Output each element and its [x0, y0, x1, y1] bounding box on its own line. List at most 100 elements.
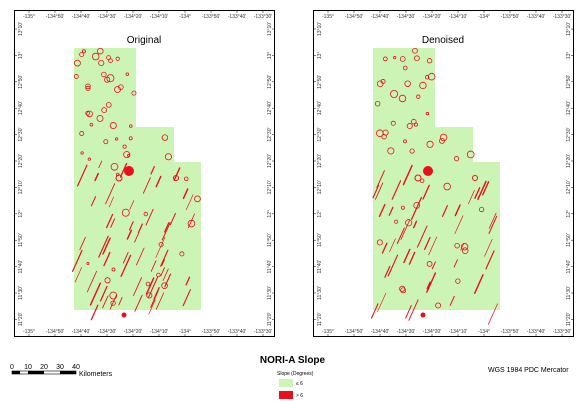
steep-slope-ridge [449, 295, 455, 306]
steep-slope-seamount [106, 74, 115, 83]
steep-slope-ridge [109, 294, 117, 310]
latitude-label: 12°30' [267, 128, 273, 142]
steep-slope-seamount [115, 56, 120, 61]
steep-slope-seamount [435, 302, 442, 309]
steep-slope-seamount [85, 110, 91, 116]
latitude-label: 11°50' [18, 233, 24, 247]
steep-slope-seamount [86, 262, 90, 265]
map-frame-original: Original -135° -134°50' -134°40' -134°30' -1… [14, 10, 275, 337]
latitude-labels-right: 13°10' 13° 12°50' 12°40' 12°30' 12°20' 12°10' 1… [566, 22, 574, 326]
steep-slope-seamount [111, 267, 116, 272]
steep-slope-seamount [87, 157, 91, 161]
latitude-label: 11°30' [18, 286, 24, 300]
steep-slope-ridge [422, 184, 430, 200]
longitude-label: -134°50' [345, 14, 364, 20]
steep-slope-ridge [86, 270, 97, 293]
steep-slope-seamount [409, 148, 415, 154]
steep-slope-seamount [419, 81, 427, 90]
steep-slope-ridge [403, 248, 411, 264]
map-title: NORI-A Slope [259, 355, 326, 366]
bathymetry-coverage [74, 48, 201, 310]
steep-slope-ridge [160, 267, 165, 277]
longitude-labels-top: -135° -134°50' -134°40' -134°30' -134°20' -13… [322, 10, 571, 20]
steep-slope-ridge [474, 187, 481, 199]
steep-slope-ridge [90, 196, 97, 207]
steep-slope-ridge [453, 259, 458, 268]
steep-slope-seamount [106, 55, 111, 61]
steep-slope-ridge [118, 297, 123, 306]
steep-slope-seamount [414, 55, 420, 62]
steep-slope-seamount [115, 172, 120, 177]
steep-slope-seamount [406, 123, 413, 130]
steep-slope-seamount [376, 239, 383, 246]
longitude-labels-top: -135° -134°50' -134°40' -134°30' -134°20' -13… [23, 10, 272, 20]
latitude-label: 11°20' [317, 313, 323, 327]
steep-slope-features [71, 47, 201, 321]
scale-tick-label: 0 [10, 364, 14, 371]
longitude-label: -133°50' [202, 14, 221, 20]
latitude-label: 11°50' [566, 233, 572, 247]
longitude-label: -135° [322, 329, 334, 335]
latitude-label: 11°40' [267, 260, 273, 274]
latitude-label: 12°50' [267, 75, 273, 89]
steep-slope-seamount [414, 174, 422, 182]
bathymetry-coverage [373, 48, 500, 310]
survey-strip [174, 162, 201, 310]
longitude-label: -134°20' [423, 14, 442, 20]
latitude-label: 12°10' [566, 180, 572, 194]
longitude-label: -134° [179, 14, 191, 20]
steep-slope-ridge [164, 222, 170, 233]
latitude-label: 12°20' [317, 154, 323, 168]
steep-slope-seamount [478, 206, 485, 213]
longitude-label: -134°20' [423, 329, 442, 335]
steep-slope-seamount [173, 175, 179, 181]
steep-slope-seamount [390, 120, 396, 126]
steep-slope-seamount [426, 261, 433, 267]
latitude-label: 12° [317, 210, 323, 218]
steep-slope-ridge [468, 189, 475, 205]
steep-slope-ridge [150, 165, 155, 175]
steep-slope-seamount [109, 291, 118, 300]
map-panel-original: Original -135° -134°50' -134°40' -134°30' -1… [14, 10, 275, 337]
steep-slope-ridge [148, 299, 156, 315]
steep-slope-ridge [408, 251, 416, 265]
scale-bar: 0 10 20 30 40 Kilometers [10, 364, 113, 378]
steep-slope-ridge [426, 272, 437, 293]
steep-slope-seamount [394, 219, 399, 224]
steep-slope-ridge [416, 225, 428, 248]
steep-slope-ridge [150, 260, 157, 272]
steep-slope-seamount [404, 80, 411, 87]
steep-slope-seamount [104, 277, 111, 284]
steep-slope-seamount [103, 139, 109, 145]
steep-slope-seamount [124, 166, 134, 176]
longitude-label: -134°10' [449, 14, 468, 20]
latitude-label: 12° [18, 210, 24, 218]
steep-slope-seamount [118, 84, 124, 90]
steep-slope-ridge [173, 167, 181, 181]
steep-slope-seamount [145, 281, 151, 287]
legend-label-gentle: ≤ 6 [296, 381, 303, 387]
latitude-label: 12°10' [317, 180, 323, 194]
latitude-label: 12°50' [317, 75, 323, 89]
steep-slope-ridge [99, 285, 108, 302]
steep-slope-ridge [182, 188, 189, 200]
steep-slope-ridge [103, 251, 111, 267]
latitude-label: 12°30' [566, 128, 572, 142]
latitude-label: 11°40' [566, 260, 572, 274]
latitude-label: 13°10' [566, 22, 572, 36]
latitude-label: 11°40' [18, 260, 24, 274]
steep-slope-seamount [121, 312, 127, 318]
steep-slope-seamount [412, 47, 418, 54]
steep-slope-ridge [396, 227, 405, 244]
steep-slope-ridge [105, 213, 114, 229]
latitude-label: 11°30' [267, 286, 273, 300]
latitude-labels-left: 13°10' 13° 12°50' 12°40' 12°30' 12°20' 12°10' 1… [14, 22, 24, 326]
steep-slope-seamount [393, 56, 397, 60]
steep-slope-seamount [79, 51, 85, 58]
steep-slope-ridge [71, 249, 83, 272]
longitude-label: -133°40' [527, 14, 546, 20]
steep-slope-ridge [145, 208, 154, 226]
steep-slope-seamount [125, 72, 130, 76]
steep-slope-ridge [488, 212, 497, 229]
latitude-label: 12°20' [566, 154, 572, 168]
